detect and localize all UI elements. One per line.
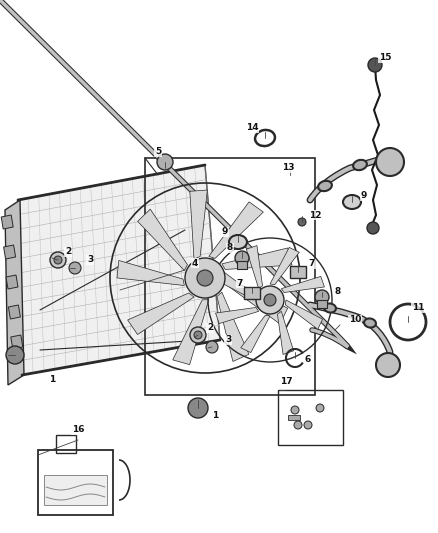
Polygon shape (247, 246, 262, 289)
Text: 15: 15 (379, 53, 391, 62)
Ellipse shape (324, 303, 336, 312)
Circle shape (157, 154, 173, 170)
Ellipse shape (353, 160, 367, 170)
Bar (237, 261, 247, 269)
Text: 17: 17 (280, 377, 292, 386)
Circle shape (50, 252, 66, 268)
Text: 5: 5 (155, 148, 161, 157)
Polygon shape (226, 278, 288, 324)
Polygon shape (277, 311, 293, 354)
Circle shape (367, 222, 379, 234)
Polygon shape (217, 292, 249, 361)
Circle shape (304, 421, 312, 429)
Polygon shape (190, 190, 207, 259)
Circle shape (294, 421, 302, 429)
Polygon shape (138, 209, 187, 270)
Polygon shape (127, 293, 194, 335)
Text: 7: 7 (309, 260, 315, 269)
Polygon shape (281, 277, 325, 293)
Circle shape (316, 404, 324, 412)
Circle shape (235, 251, 249, 265)
Circle shape (188, 398, 208, 418)
Text: 3: 3 (87, 255, 93, 264)
Text: 2: 2 (65, 247, 71, 256)
Circle shape (206, 341, 218, 353)
Ellipse shape (343, 195, 361, 209)
Text: 4: 4 (192, 259, 198, 268)
Bar (288, 415, 300, 420)
Bar (38, 450, 113, 515)
Polygon shape (4, 245, 16, 259)
Circle shape (197, 270, 213, 286)
Polygon shape (241, 316, 270, 353)
Ellipse shape (318, 181, 332, 191)
Bar (244, 287, 260, 299)
Polygon shape (18, 165, 220, 375)
Circle shape (69, 262, 81, 274)
Ellipse shape (364, 318, 376, 328)
Polygon shape (217, 271, 255, 300)
Text: 13: 13 (282, 164, 294, 173)
Text: 16: 16 (72, 425, 84, 434)
Text: 8: 8 (335, 287, 341, 296)
Circle shape (298, 218, 306, 226)
Circle shape (376, 353, 400, 377)
Text: 10: 10 (349, 316, 361, 325)
Text: 12: 12 (309, 211, 321, 220)
Text: 3: 3 (225, 335, 231, 344)
Polygon shape (8, 305, 21, 319)
Polygon shape (173, 300, 209, 365)
Polygon shape (209, 202, 263, 259)
Text: 9: 9 (222, 228, 228, 237)
Polygon shape (222, 248, 292, 270)
Polygon shape (117, 261, 184, 286)
Polygon shape (215, 308, 259, 324)
Polygon shape (5, 200, 24, 385)
Circle shape (185, 258, 225, 298)
Text: 1: 1 (49, 376, 55, 384)
Bar (44, 475, 107, 505)
Text: 7: 7 (237, 279, 243, 287)
Text: 8: 8 (227, 244, 233, 253)
Text: 6: 6 (305, 356, 311, 365)
Circle shape (376, 148, 404, 176)
Polygon shape (11, 335, 23, 349)
Circle shape (6, 346, 24, 364)
Bar (290, 266, 306, 278)
Text: 2: 2 (207, 324, 213, 333)
Polygon shape (1, 215, 13, 229)
Text: 11: 11 (412, 303, 424, 312)
Polygon shape (6, 275, 18, 289)
Circle shape (194, 331, 202, 339)
Text: 1: 1 (212, 410, 218, 419)
Text: 14: 14 (246, 124, 258, 133)
Bar (278, 390, 343, 445)
Polygon shape (285, 300, 323, 329)
Circle shape (190, 327, 206, 343)
Circle shape (54, 256, 62, 264)
Circle shape (315, 290, 329, 304)
Ellipse shape (229, 235, 247, 249)
Bar (317, 300, 327, 308)
Circle shape (256, 286, 284, 314)
Circle shape (368, 58, 382, 72)
Text: 9: 9 (361, 191, 367, 200)
Bar (56, 435, 76, 453)
Polygon shape (270, 247, 299, 285)
Circle shape (264, 294, 276, 306)
Circle shape (291, 406, 299, 414)
